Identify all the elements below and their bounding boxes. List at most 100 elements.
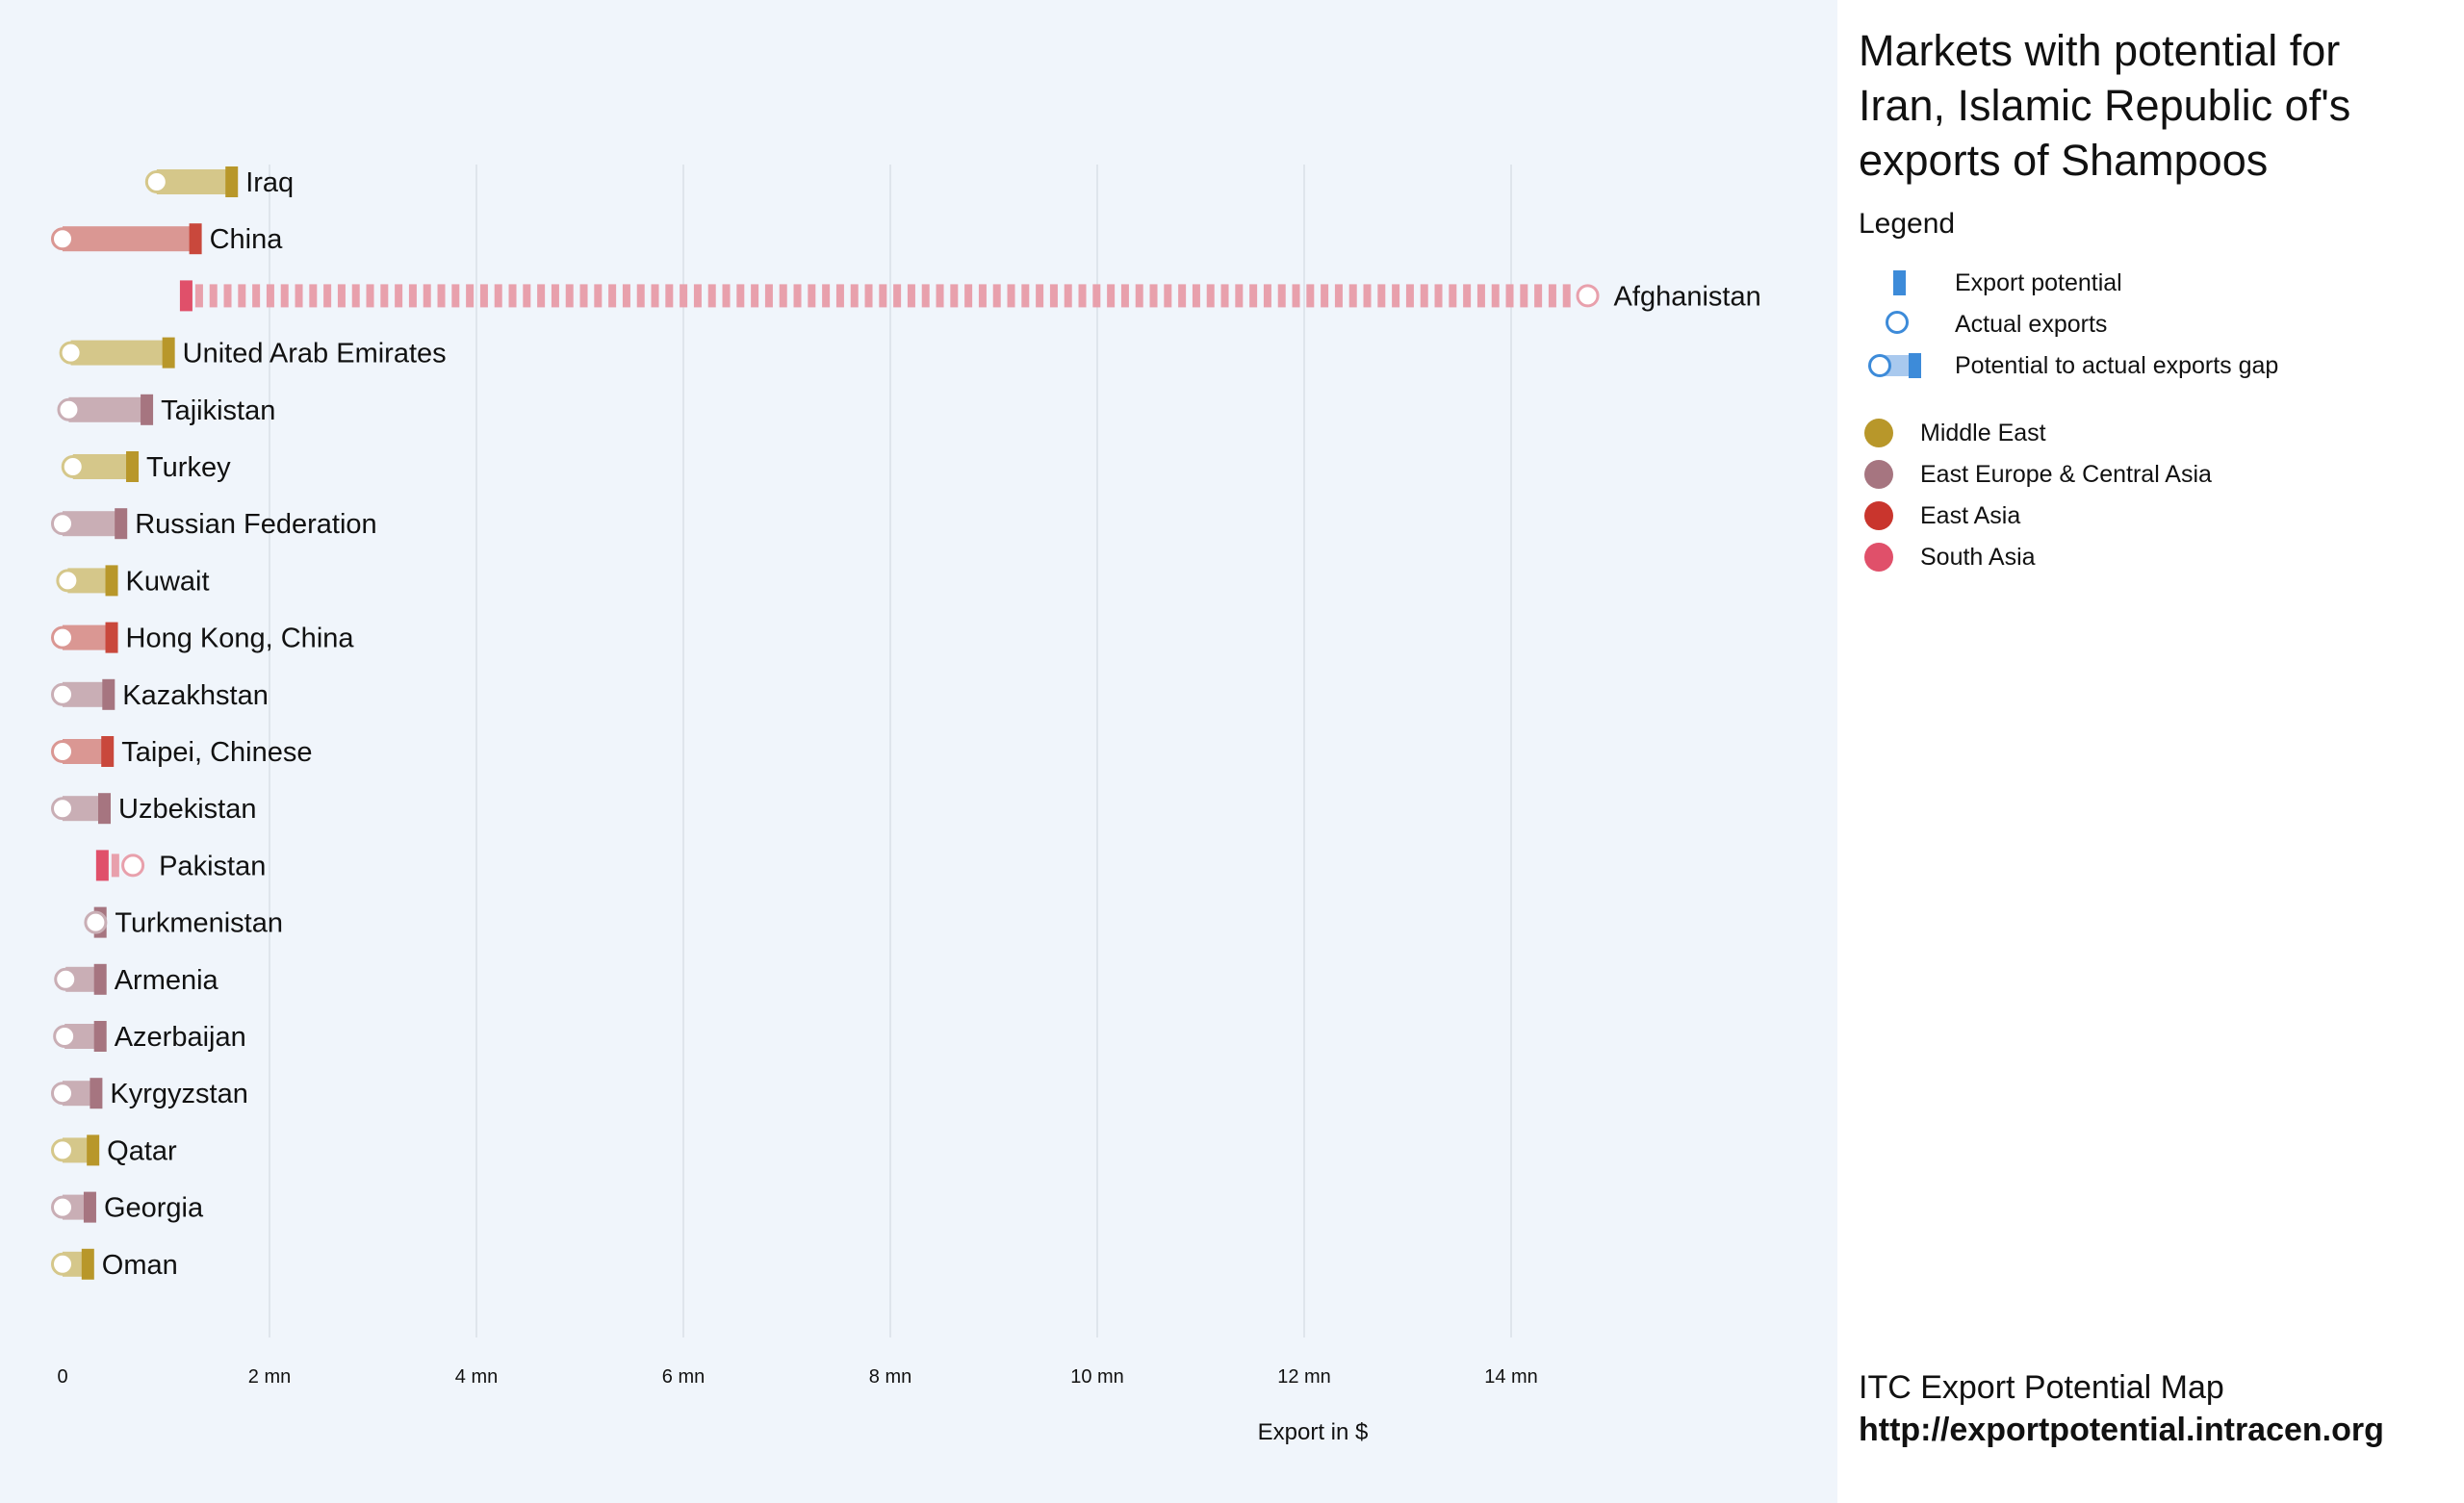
gap-stripe (1277, 284, 1286, 308)
actual-marker (51, 740, 74, 763)
market-label: Kyrgyzstan (110, 1079, 247, 1109)
gap-stripe (893, 284, 902, 308)
gap-stripe (366, 284, 374, 308)
legend-actual-exports: Actual exports (1859, 308, 2107, 341)
potential-marker (126, 451, 140, 482)
gap-stripe (380, 284, 389, 308)
gap-stripe (494, 284, 502, 308)
legend-label: Middle East (1920, 419, 2046, 446)
potential-marker (98, 793, 111, 825)
potential-marker (81, 1248, 94, 1280)
gap-stripe (1292, 284, 1300, 308)
gap-stripe (280, 284, 289, 308)
gap-stripe (1206, 284, 1215, 308)
gap-stripe (622, 284, 630, 308)
gap-stripe (309, 284, 318, 308)
market-label: Tajikistan (161, 395, 275, 426)
actual-marker (54, 967, 78, 991)
gap-stripe (1348, 284, 1357, 308)
market-label: Uzbekistan (118, 794, 256, 825)
potential-marker (179, 280, 192, 312)
gap-stripe (1520, 284, 1528, 308)
gap-stripe (1392, 284, 1400, 308)
gap-stripe (992, 284, 1001, 308)
gap-stripe (1192, 284, 1200, 308)
gap-stripe (194, 284, 203, 308)
gap-stripe (764, 284, 773, 308)
legend-label: East Asia (1920, 501, 2021, 529)
gap-stripe (266, 284, 274, 308)
gap-stripe (1049, 284, 1058, 308)
gap-stripe (1078, 284, 1087, 308)
potential-marker (93, 1021, 107, 1052)
x-tick-label: 12 mn (1277, 1366, 1331, 1388)
legend-label: Actual exports (1955, 310, 2108, 338)
gap-stripe (808, 284, 816, 308)
region-dot-icon (1864, 460, 1893, 489)
gap-stripe (835, 284, 844, 308)
x-axis-label: Export in $ (1258, 1419, 1369, 1445)
market-label: Pakistan (159, 851, 266, 881)
legend-label: Potential to actual exports gap (1955, 351, 2279, 379)
gap-stripe (1491, 284, 1500, 308)
x-tick-label: 0 (57, 1366, 67, 1388)
gap-stripe (1064, 284, 1072, 308)
gap-stripe (736, 284, 745, 308)
gap-stripe (921, 284, 930, 308)
gap-stripe (950, 284, 959, 308)
potential-marker (189, 223, 202, 255)
gap-stripe (1249, 284, 1258, 308)
actual-marker (61, 455, 85, 478)
potential-marker (90, 1078, 103, 1109)
actual-exports-icon (1886, 311, 1909, 334)
potential-marker (115, 508, 128, 540)
market-label: China (210, 224, 284, 255)
gap-stripe (936, 284, 944, 308)
x-tick-label: 2 mn (248, 1366, 291, 1388)
actual-marker (1576, 284, 1600, 308)
gap-stripe (651, 284, 659, 308)
actual-marker (59, 341, 83, 365)
gap-stripe (437, 284, 446, 308)
footer: ITC Export Potential Map http://exportpo… (1859, 1366, 2384, 1451)
actual-marker (51, 1082, 74, 1106)
actual-marker (57, 397, 81, 421)
potential-marker (101, 736, 115, 767)
potential-marker (87, 1134, 100, 1166)
gap-stripe (1334, 284, 1343, 308)
gap-stripe (1164, 284, 1172, 308)
gap-stripe (1220, 284, 1229, 308)
actual-marker (84, 910, 108, 934)
gap-stripe (1562, 284, 1571, 308)
gap-stripe (479, 284, 488, 308)
gap-stripe (1120, 284, 1129, 308)
gap-stripe (323, 284, 332, 308)
gap-stripe (850, 284, 859, 308)
gap-stripe (1263, 284, 1271, 308)
gap-stripe (978, 284, 987, 308)
x-tick-label: 10 mn (1070, 1366, 1124, 1388)
legend-heading: Legend (1859, 208, 1956, 240)
gap-stripe (779, 284, 787, 308)
gap-stripe (351, 284, 360, 308)
gap-stripe (223, 284, 232, 308)
gap-stripe (822, 284, 831, 308)
gap-stripe (864, 284, 873, 308)
gap-stripe (1092, 284, 1101, 308)
legend-export-potential: Export potential (1859, 267, 2122, 299)
x-tick-label: 4 mn (455, 1366, 498, 1388)
gap-stripe (238, 284, 246, 308)
gap-stripe (608, 284, 617, 308)
legend-gap: Potential to actual exports gap (1859, 349, 2278, 382)
gap-stripe (252, 284, 261, 308)
gap-stripe (565, 284, 574, 308)
actual-marker (51, 682, 74, 706)
market-label: Russian Federation (135, 509, 376, 540)
footer-link[interactable]: http://exportpotential.intracen.org (1859, 1412, 2384, 1448)
market-label: Turkmenistan (115, 908, 283, 939)
gap-stripe (594, 284, 603, 308)
gap-stripe (209, 284, 218, 308)
actual-marker (51, 1252, 74, 1276)
actual-marker (51, 797, 74, 821)
gap-stripe (466, 284, 475, 308)
